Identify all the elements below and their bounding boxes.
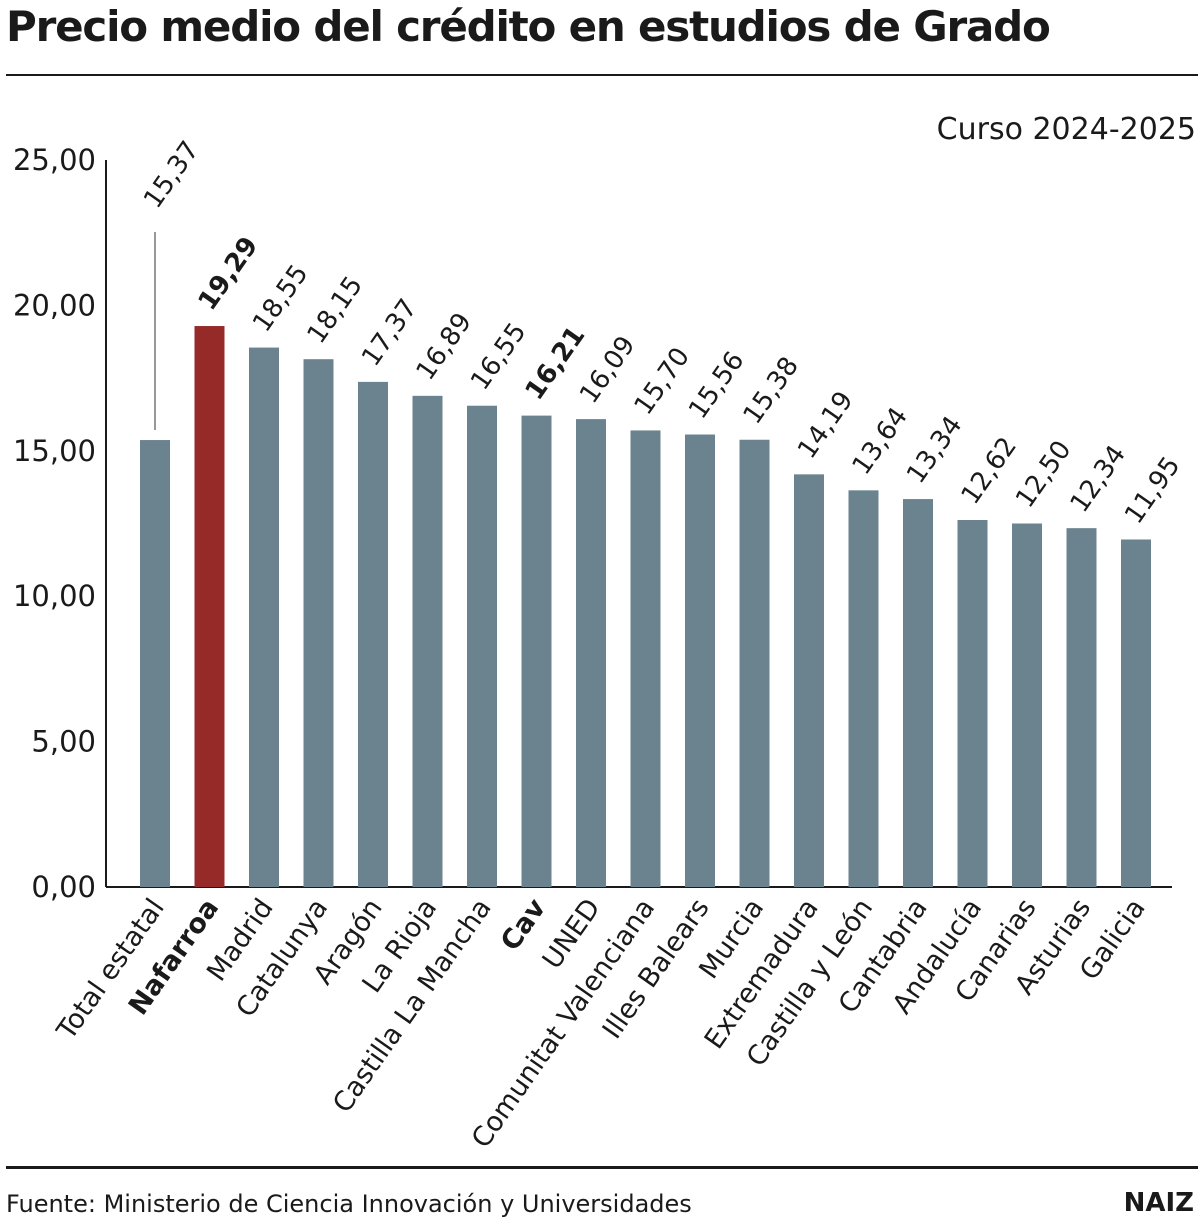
- bar: [1012, 523, 1042, 887]
- y-tick-label: 25,00: [13, 143, 96, 177]
- bar: [576, 419, 606, 887]
- bar: [140, 440, 170, 887]
- bar: [794, 474, 824, 887]
- value-labels: 15,3719,2918,5518,1517,3716,8916,5516,21…: [138, 136, 1186, 530]
- chart-title: Precio medio del crédito en estudios de …: [6, 2, 1051, 51]
- value-label: 15,37: [138, 136, 205, 214]
- value-label: 11,95: [1119, 451, 1186, 529]
- chart-subtitle: Curso 2024-2025: [936, 112, 1196, 147]
- value-label: 19,29: [193, 231, 265, 316]
- value-label: 18,55: [247, 259, 314, 337]
- bar: [685, 434, 715, 887]
- brand-logo: NAIZ: [1123, 1188, 1194, 1218]
- y-tick-label: 5,00: [31, 725, 96, 759]
- bar: [630, 430, 661, 887]
- category-labels: Total estatalNafarroaMadridCatalunyaArag…: [51, 893, 1152, 1154]
- bar: [1121, 539, 1151, 887]
- value-label: 18,15: [302, 271, 369, 349]
- bar: [467, 405, 497, 887]
- footer-rule: [6, 1166, 1198, 1169]
- bar: [249, 347, 279, 887]
- y-tick-label: 10,00: [13, 579, 96, 613]
- y-tick-label: 0,00: [31, 870, 96, 904]
- title-rule: [6, 74, 1198, 76]
- bar: [194, 326, 225, 887]
- bar: [303, 359, 334, 887]
- y-tick-label: 20,00: [13, 288, 96, 322]
- source-note: Fuente: Ministerio de Ciencia Innovación…: [6, 1190, 692, 1218]
- bar: [739, 439, 770, 887]
- bar: [412, 395, 443, 887]
- value-label: 17,37: [356, 294, 423, 372]
- y-axis: 0,00 5,00 10,00 15,00 20,00 25,00: [13, 143, 1172, 904]
- bar: [848, 490, 879, 887]
- bar: [957, 520, 988, 887]
- bars: [140, 326, 1151, 887]
- y-tick-label: 15,00: [13, 434, 96, 468]
- bar: [1066, 528, 1097, 887]
- bar: [521, 415, 552, 887]
- bar: [358, 381, 388, 887]
- bar: [903, 499, 933, 887]
- value-label: 14,19: [792, 386, 859, 464]
